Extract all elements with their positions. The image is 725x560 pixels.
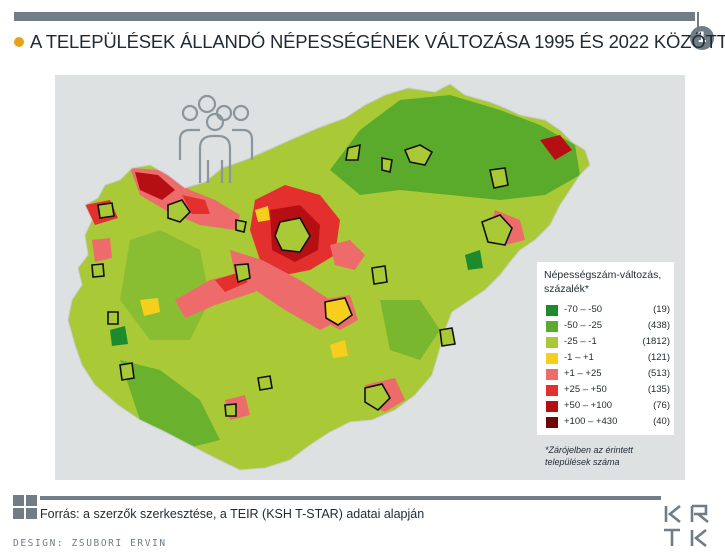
map-legend: Népességszám-változás, százalék* -70 – -… (537, 262, 674, 435)
legend-count: (1812) (642, 336, 670, 347)
legend-range: +100 – +430 (564, 416, 618, 427)
legend-count: (513) (647, 368, 670, 379)
legend-range: +25 – +50 (564, 384, 607, 395)
legend-swatch (546, 353, 558, 364)
legend-count: (76) (653, 400, 670, 411)
city-outlines (91, 143, 513, 417)
footer-grid-icon (13, 495, 37, 519)
header-bar (14, 12, 695, 21)
page-number-badge: 1 (690, 26, 714, 50)
design-credit: DESIGN: ZSUBORI ERVIN (13, 538, 167, 549)
krtk-logo (664, 504, 709, 548)
legend-item: +25 – +50 (135) (546, 384, 670, 397)
legend-count: (121) (647, 352, 670, 363)
legend-range: -1 – +1 (564, 352, 594, 363)
legend-item: -25 – -1 (1812) (546, 336, 670, 349)
legend-range: -70 – -50 (564, 304, 603, 315)
legend-count: (19) (653, 304, 670, 315)
legend-swatch (546, 385, 558, 396)
footer-bar (40, 496, 661, 500)
legend-range: +50 – +100 (564, 400, 613, 411)
legend-count: (135) (647, 384, 670, 395)
legend-item: -50 – -25 (438) (546, 320, 670, 333)
legend-count: (40) (653, 416, 670, 427)
legend-swatch (546, 305, 558, 316)
legend-item: +1 – +25 (513) (546, 368, 670, 381)
legend-title: Népességszám-változás, százalék* (544, 269, 662, 295)
legend-swatch (546, 337, 558, 348)
title-bullet (14, 37, 24, 47)
population-change-map (67, 83, 591, 471)
legend-range: +1 – +25 (564, 368, 602, 379)
legend-footnote: *Zárójelben az érintett települések szám… (545, 445, 634, 467)
page-title: A TELEPÜLÉSEK ÁLLANDÓ NÉPESSÉGÉNEK VÁLTO… (30, 31, 725, 52)
source-note: Forrás: a szerzők szerkesztése, a TEIR (… (40, 507, 425, 521)
legend-count: (438) (647, 320, 670, 331)
legend-item: +50 – +100 (76) (546, 400, 670, 413)
legend-swatch (546, 321, 558, 332)
legend-item: -1 – +1 (121) (546, 352, 670, 365)
legend-swatch (546, 417, 558, 428)
legend-swatch (546, 401, 558, 412)
people-group-icon (178, 94, 254, 183)
map-panel: Népességszám-változás, százalék* -70 – -… (55, 75, 685, 480)
legend-swatch (546, 369, 558, 380)
legend-item: -70 – -50 (19) (546, 304, 670, 317)
legend-item: +100 – +430 (40) (546, 416, 670, 429)
legend-range: -50 – -25 (564, 320, 603, 331)
legend-range: -25 – -1 (564, 336, 597, 347)
